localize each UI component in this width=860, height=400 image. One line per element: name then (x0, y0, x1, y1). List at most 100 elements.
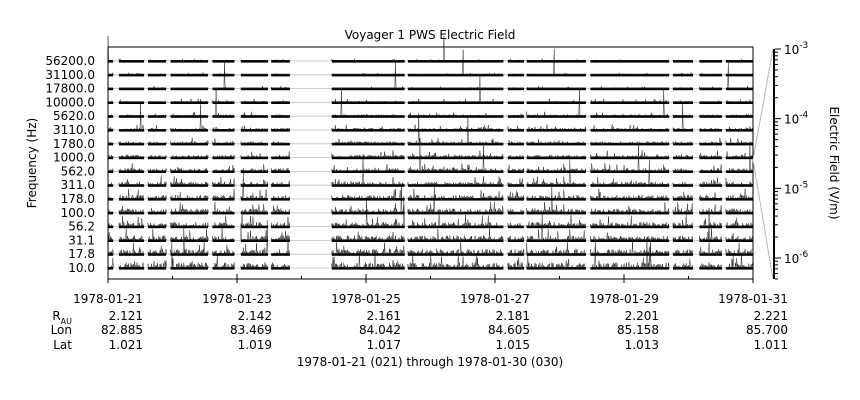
channel-coverage (507, 253, 525, 256)
channel-trace (699, 127, 722, 131)
channel-trace (118, 87, 144, 90)
channel-trace (240, 140, 269, 145)
channel-trace (212, 126, 235, 131)
channel-trace (507, 222, 525, 228)
channel-trace (526, 154, 587, 159)
channel-coverage (147, 73, 167, 77)
channel-coverage (699, 101, 723, 104)
channel-trace (526, 211, 587, 242)
channel-coverage (725, 184, 753, 187)
channel-trace (118, 99, 144, 104)
channel-trace (270, 240, 291, 255)
channel-trace (331, 158, 405, 187)
channel-trace (526, 89, 587, 118)
channel-coverage (240, 267, 268, 270)
y-tick-label: 5620.0 (53, 109, 95, 123)
channel-trace (212, 188, 235, 200)
channel-trace (507, 190, 525, 200)
ephemeris-rau-value: 2.181 (496, 309, 530, 323)
x-tick-label: 1978-01-23 (202, 292, 272, 306)
channel-coverage (673, 101, 694, 104)
channel-trace (590, 188, 670, 200)
channel-trace (118, 227, 144, 242)
channel-trace (170, 72, 209, 76)
channel-coverage (725, 211, 753, 215)
channel-trace (170, 202, 209, 214)
channel-coverage (526, 101, 586, 104)
channel-coverage (407, 198, 504, 201)
ephemeris-lon-value: 85.158 (617, 323, 659, 337)
channel-trace (672, 104, 694, 131)
channel-trace (699, 150, 722, 159)
channel-coverage (407, 87, 504, 91)
colorbar-connector-top (752, 48, 774, 161)
channel-trace (526, 139, 587, 145)
channel-trace (170, 104, 209, 131)
channel-trace (212, 62, 235, 90)
channel-trace (526, 215, 587, 228)
channel-coverage (147, 267, 167, 270)
channel-coverage (271, 253, 290, 256)
channel-trace (672, 214, 694, 228)
channel-trace (331, 72, 405, 76)
channel-trace (240, 203, 269, 214)
channel-coverage (118, 225, 145, 229)
channel-trace (147, 125, 167, 131)
channel-coverage (590, 142, 670, 146)
channel-coverage (240, 60, 268, 63)
channel-trace (672, 99, 693, 103)
channel-trace (699, 192, 722, 200)
channel-coverage (526, 87, 586, 91)
channel-coverage (240, 170, 268, 173)
channel-trace (590, 202, 670, 214)
channel-trace (672, 154, 694, 159)
channel-coverage (725, 60, 753, 63)
channel-coverage (725, 142, 753, 146)
channel-trace (507, 164, 525, 173)
ephemeris-lon-value: 84.605 (488, 323, 530, 337)
channel-trace (526, 48, 587, 76)
channel-coverage (507, 60, 525, 63)
channel-trace (331, 184, 405, 214)
channel-trace (147, 86, 167, 90)
channel-trace (270, 86, 290, 90)
channel-trace (118, 205, 144, 214)
ephemeris-lon-value: 85.700 (746, 323, 788, 337)
channel-coverage (212, 156, 235, 160)
channel-trace (407, 76, 504, 104)
channel-coverage (271, 170, 290, 173)
channel-trace (699, 59, 722, 62)
channel-trace (725, 233, 754, 242)
colorbar-tick-label: 10-5 (784, 180, 808, 196)
channel-trace (147, 154, 167, 159)
channel-coverage (725, 156, 753, 160)
channel-trace (118, 103, 144, 131)
channel-trace (725, 188, 754, 200)
channel-coverage (331, 115, 405, 118)
channel-trace (407, 214, 504, 228)
channel-coverage (526, 184, 586, 187)
channel-coverage (699, 225, 723, 229)
channel-coverage (590, 129, 670, 132)
channel-coverage (590, 115, 670, 118)
channel-trace (107, 35, 114, 62)
channel-coverage (699, 170, 723, 173)
channel-trace (407, 112, 504, 145)
channel-coverage (725, 87, 753, 91)
channel-trace (331, 98, 405, 104)
ephemeris-lon-value: 82.885 (101, 323, 143, 337)
channel-coverage (673, 156, 694, 160)
channel-coverage (507, 211, 525, 215)
channel-trace (212, 165, 235, 173)
channel-coverage (271, 211, 290, 215)
x-axis-ticks: 1978-01-21 1978-01-23 1978-01-25 1978-01-27… (73, 274, 788, 306)
channel-trace (725, 208, 754, 214)
ephemeris-lat-value: 1.021 (109, 338, 143, 352)
channel-coverage (526, 115, 586, 118)
x-tick-label: 1978-01-21 (73, 292, 143, 306)
channel-coverage (271, 73, 290, 77)
channel-trace (170, 221, 209, 228)
x-tick-label: 1978-01-25 (331, 292, 401, 306)
channel-coverage (590, 267, 670, 270)
channel-trace (526, 159, 587, 187)
